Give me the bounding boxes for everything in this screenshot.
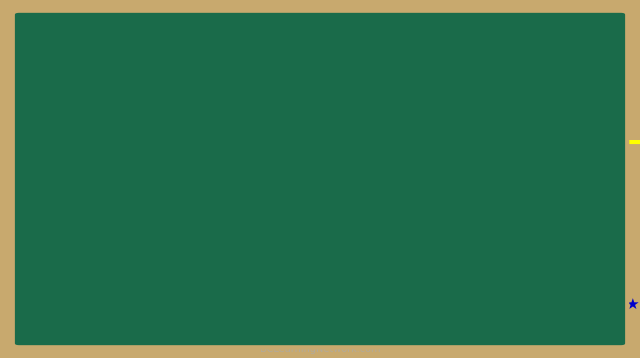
Text: $\mathregular{+}$: $\mathregular{+}$ [195,122,236,174]
Text: $\mathregular{2}$: $\mathregular{2}$ [222,155,245,193]
Text: ★: ★ [592,292,605,306]
Text: Balance this combustion equation:: Balance this combustion equation: [19,29,482,53]
Text: $\mathregular{O_2}$: $\mathregular{O_2}$ [256,122,320,175]
Text: $\mathregular{C_{23}H_{47}OH}$: $\mathregular{C_{23}H_{47}OH}$ [10,122,262,175]
Text: ★: ★ [603,307,620,325]
Text: .: . [506,256,513,276]
Text: ★: ★ [625,297,639,312]
Text: $\mathregular{+24H_2O}$: $\mathregular{+24H_2O}$ [502,122,640,175]
Text: BC
LEARNING
NETWORK: BC LEARNING NETWORK [544,295,600,329]
Text: BCLearningNetwork.com: BCLearningNetwork.com [260,344,380,354]
Text: using the lowest set of: using the lowest set of [19,256,296,276]
Text: $\mathregular{23CO_2}$: $\mathregular{23CO_2}$ [358,122,526,175]
Text: $\mathregular{69}$: $\mathregular{69}$ [209,101,258,139]
Text: ★: ★ [610,282,621,295]
Text: whole number coefficients: whole number coefficients [257,256,570,276]
